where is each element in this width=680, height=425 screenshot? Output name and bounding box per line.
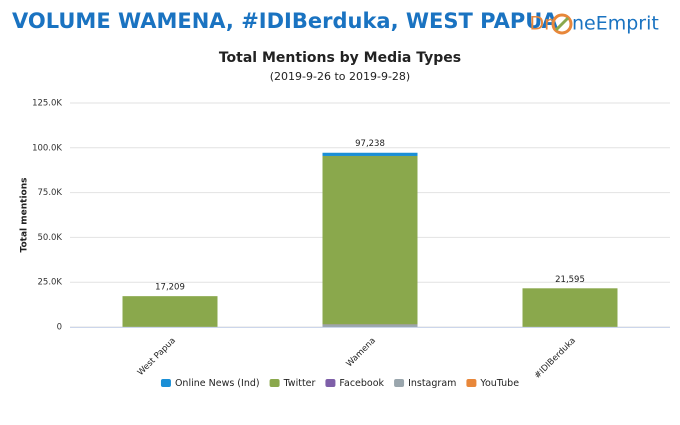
- logo-left: Dr: [530, 13, 553, 35]
- legend-label: Twitter: [283, 378, 316, 389]
- legend-label: Online News (Ind): [175, 378, 260, 389]
- total-label: 17,209: [155, 283, 185, 293]
- bar-segment: [122, 296, 218, 327]
- bar-segment: [322, 155, 418, 325]
- legend-label: Facebook: [339, 378, 384, 389]
- bar-segment: [322, 152, 418, 156]
- x-tick-label: West Papua: [136, 336, 178, 378]
- y-tick-label: 125.0K: [32, 99, 62, 109]
- y-axis-label: Total mentions: [20, 178, 30, 253]
- bar-segment: [522, 288, 618, 327]
- x-tick-label: #IDIBerduka: [533, 336, 578, 381]
- y-tick-label: 25.0K: [38, 278, 63, 288]
- legend-label: YouTube: [479, 378, 519, 389]
- y-tick-label: 0: [57, 323, 62, 333]
- legend-label: Instagram: [408, 378, 456, 389]
- legend-swatch: [466, 379, 477, 387]
- page-title: VOLUME WAMENA, #IDIBerduka, WEST PAPUA: [12, 9, 559, 33]
- chart-subtitle: (2019-9-26 to 2019-9-28): [270, 70, 410, 83]
- legend-swatch: [269, 379, 280, 387]
- logo-icon-bird: [554, 16, 570, 32]
- total-label: 97,238: [355, 139, 385, 149]
- x-tick-label: Wamena: [345, 336, 378, 369]
- logo-right: neEmprit: [572, 13, 659, 35]
- y-tick-label: 50.0K: [38, 233, 63, 243]
- legend-swatch: [325, 379, 336, 387]
- bar-segment: [322, 324, 418, 327]
- legend-swatch: [160, 379, 171, 387]
- y-tick-label: 100.0K: [32, 143, 62, 153]
- legend-swatch: [394, 379, 405, 387]
- y-tick-label: 75.0K: [38, 188, 63, 198]
- chart-title: Total Mentions by Media Types: [219, 50, 461, 66]
- logo-icon: [551, 13, 573, 35]
- total-label: 21,595: [555, 275, 585, 285]
